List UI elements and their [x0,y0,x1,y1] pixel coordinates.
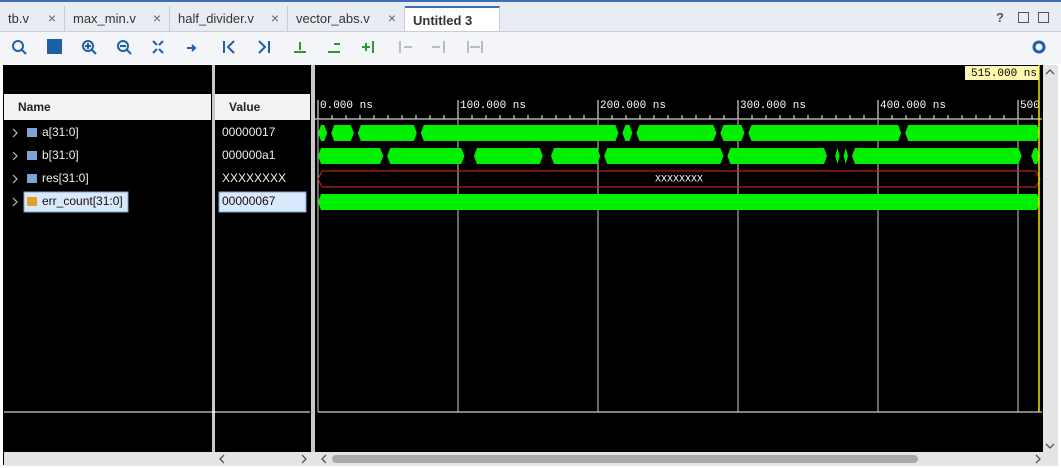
signal-name[interactable]: res[31:0] [42,171,89,185]
bus-segment [720,125,745,141]
bus-segment [748,125,902,141]
next-marker-icon [432,41,445,53]
restore-button[interactable] [1038,12,1049,23]
signal-name[interactable]: err_count[31:0] [42,194,123,208]
ruler-label: 400.000 ns [880,100,946,112]
tab-label: vector_abs.v [296,11,370,26]
editor-tab[interactable]: max_min.v × [65,6,170,31]
tab-bar [0,0,1061,32]
undefined-bus [317,170,1041,188]
maximize-button[interactable] [1018,12,1029,23]
tab-label: Untitled 3 [413,13,473,28]
fit-icon[interactable] [152,40,164,54]
bus-segment [331,125,354,141]
signal-value: 000000a1 [222,148,276,162]
bus-icon [27,128,37,137]
editor-tab[interactable]: half_divider.v × [170,6,288,31]
bus-segment [852,148,1022,164]
ruler-label: 200.000 ns [600,100,666,112]
splitter[interactable] [212,65,215,465]
zoom-in-icon[interactable] [82,40,94,52]
signal-value: 00000067 [222,194,276,208]
value-column-header: Value [229,100,261,114]
editor-tab[interactable]: Untitled 3 [405,6,500,31]
bus-icon [27,197,37,206]
ruler-label: 100.000 ns [460,100,526,112]
bus-segment [420,125,619,141]
expand-chevron[interactable] [12,151,18,161]
signal-name[interactable]: a[31:0] [42,125,79,139]
bus-segment [636,125,717,141]
ruler-label: 0.000 ns [320,100,373,112]
bus-segment [474,148,543,164]
bus-segment [357,125,417,141]
signal-name[interactable]: b[31:0] [42,148,79,162]
ruler-label: 500 [1020,100,1040,112]
bus-segment [835,148,840,164]
scroll-thumb[interactable] [332,455,918,463]
cursor-label-box [965,66,1039,80]
tab-label: tb.v [8,11,29,26]
value-header [215,94,310,120]
tab-label: max_min.v [73,11,136,26]
toolbar [0,32,1061,64]
close-tab[interactable]: × [47,10,56,26]
zoom-out-icon[interactable] [117,40,129,52]
add-marker-icon[interactable] [362,41,374,53]
signal-value: 00000017 [222,125,276,139]
signal-value: XXXXXXXX [222,171,286,185]
bus-segment [604,148,724,164]
tab-label: half_divider.v [178,11,254,26]
bus-icon [27,151,37,160]
selected-value[interactable] [218,191,307,213]
bus-segment [318,148,384,164]
bus-segment [727,148,827,164]
name-header [4,94,211,120]
bus-segment [622,125,633,141]
close-tab[interactable]: × [152,10,161,26]
bus-segment [551,148,601,164]
vertical-scrollbar[interactable] [1043,65,1058,452]
save-icon[interactable] [47,39,62,54]
bus-value-label: XXXXXXXX [655,175,703,186]
bus-segment [387,148,465,164]
bus-segment [905,125,1040,141]
search-icon[interactable] [12,40,24,52]
goto-end-icon[interactable] [258,40,270,54]
editor-tab[interactable]: vector_abs.v × [288,6,405,31]
bus-segment [1031,148,1040,164]
goto-start-icon[interactable] [223,40,235,54]
bus-icon [27,174,37,183]
editor-tab[interactable]: tb.v × [0,6,65,31]
prev-transition-icon[interactable] [294,42,306,53]
selected-name[interactable] [23,191,129,213]
bus-segment [318,125,328,141]
name-column-header: Name [18,100,51,114]
goto-cursor-icon[interactable] [187,44,197,52]
bus-segment [318,194,1040,210]
expand-chevron[interactable] [12,128,18,138]
close-tab[interactable]: × [387,10,396,26]
expand-chevron[interactable] [12,174,18,184]
help-button[interactable]: ? [996,10,1004,25]
splitter[interactable] [311,65,315,465]
prev-marker-icon [399,41,412,53]
close-tab[interactable]: × [270,10,279,26]
next-transition-icon[interactable] [328,43,340,53]
ruler-label: 300.000 ns [740,100,806,112]
bus-segment [843,148,848,164]
swap-cursors-icon [467,41,483,53]
cursor-label: 515.000 ns [971,68,1037,80]
settings-icon[interactable] [1032,40,1046,54]
expand-chevron[interactable] [12,197,18,207]
